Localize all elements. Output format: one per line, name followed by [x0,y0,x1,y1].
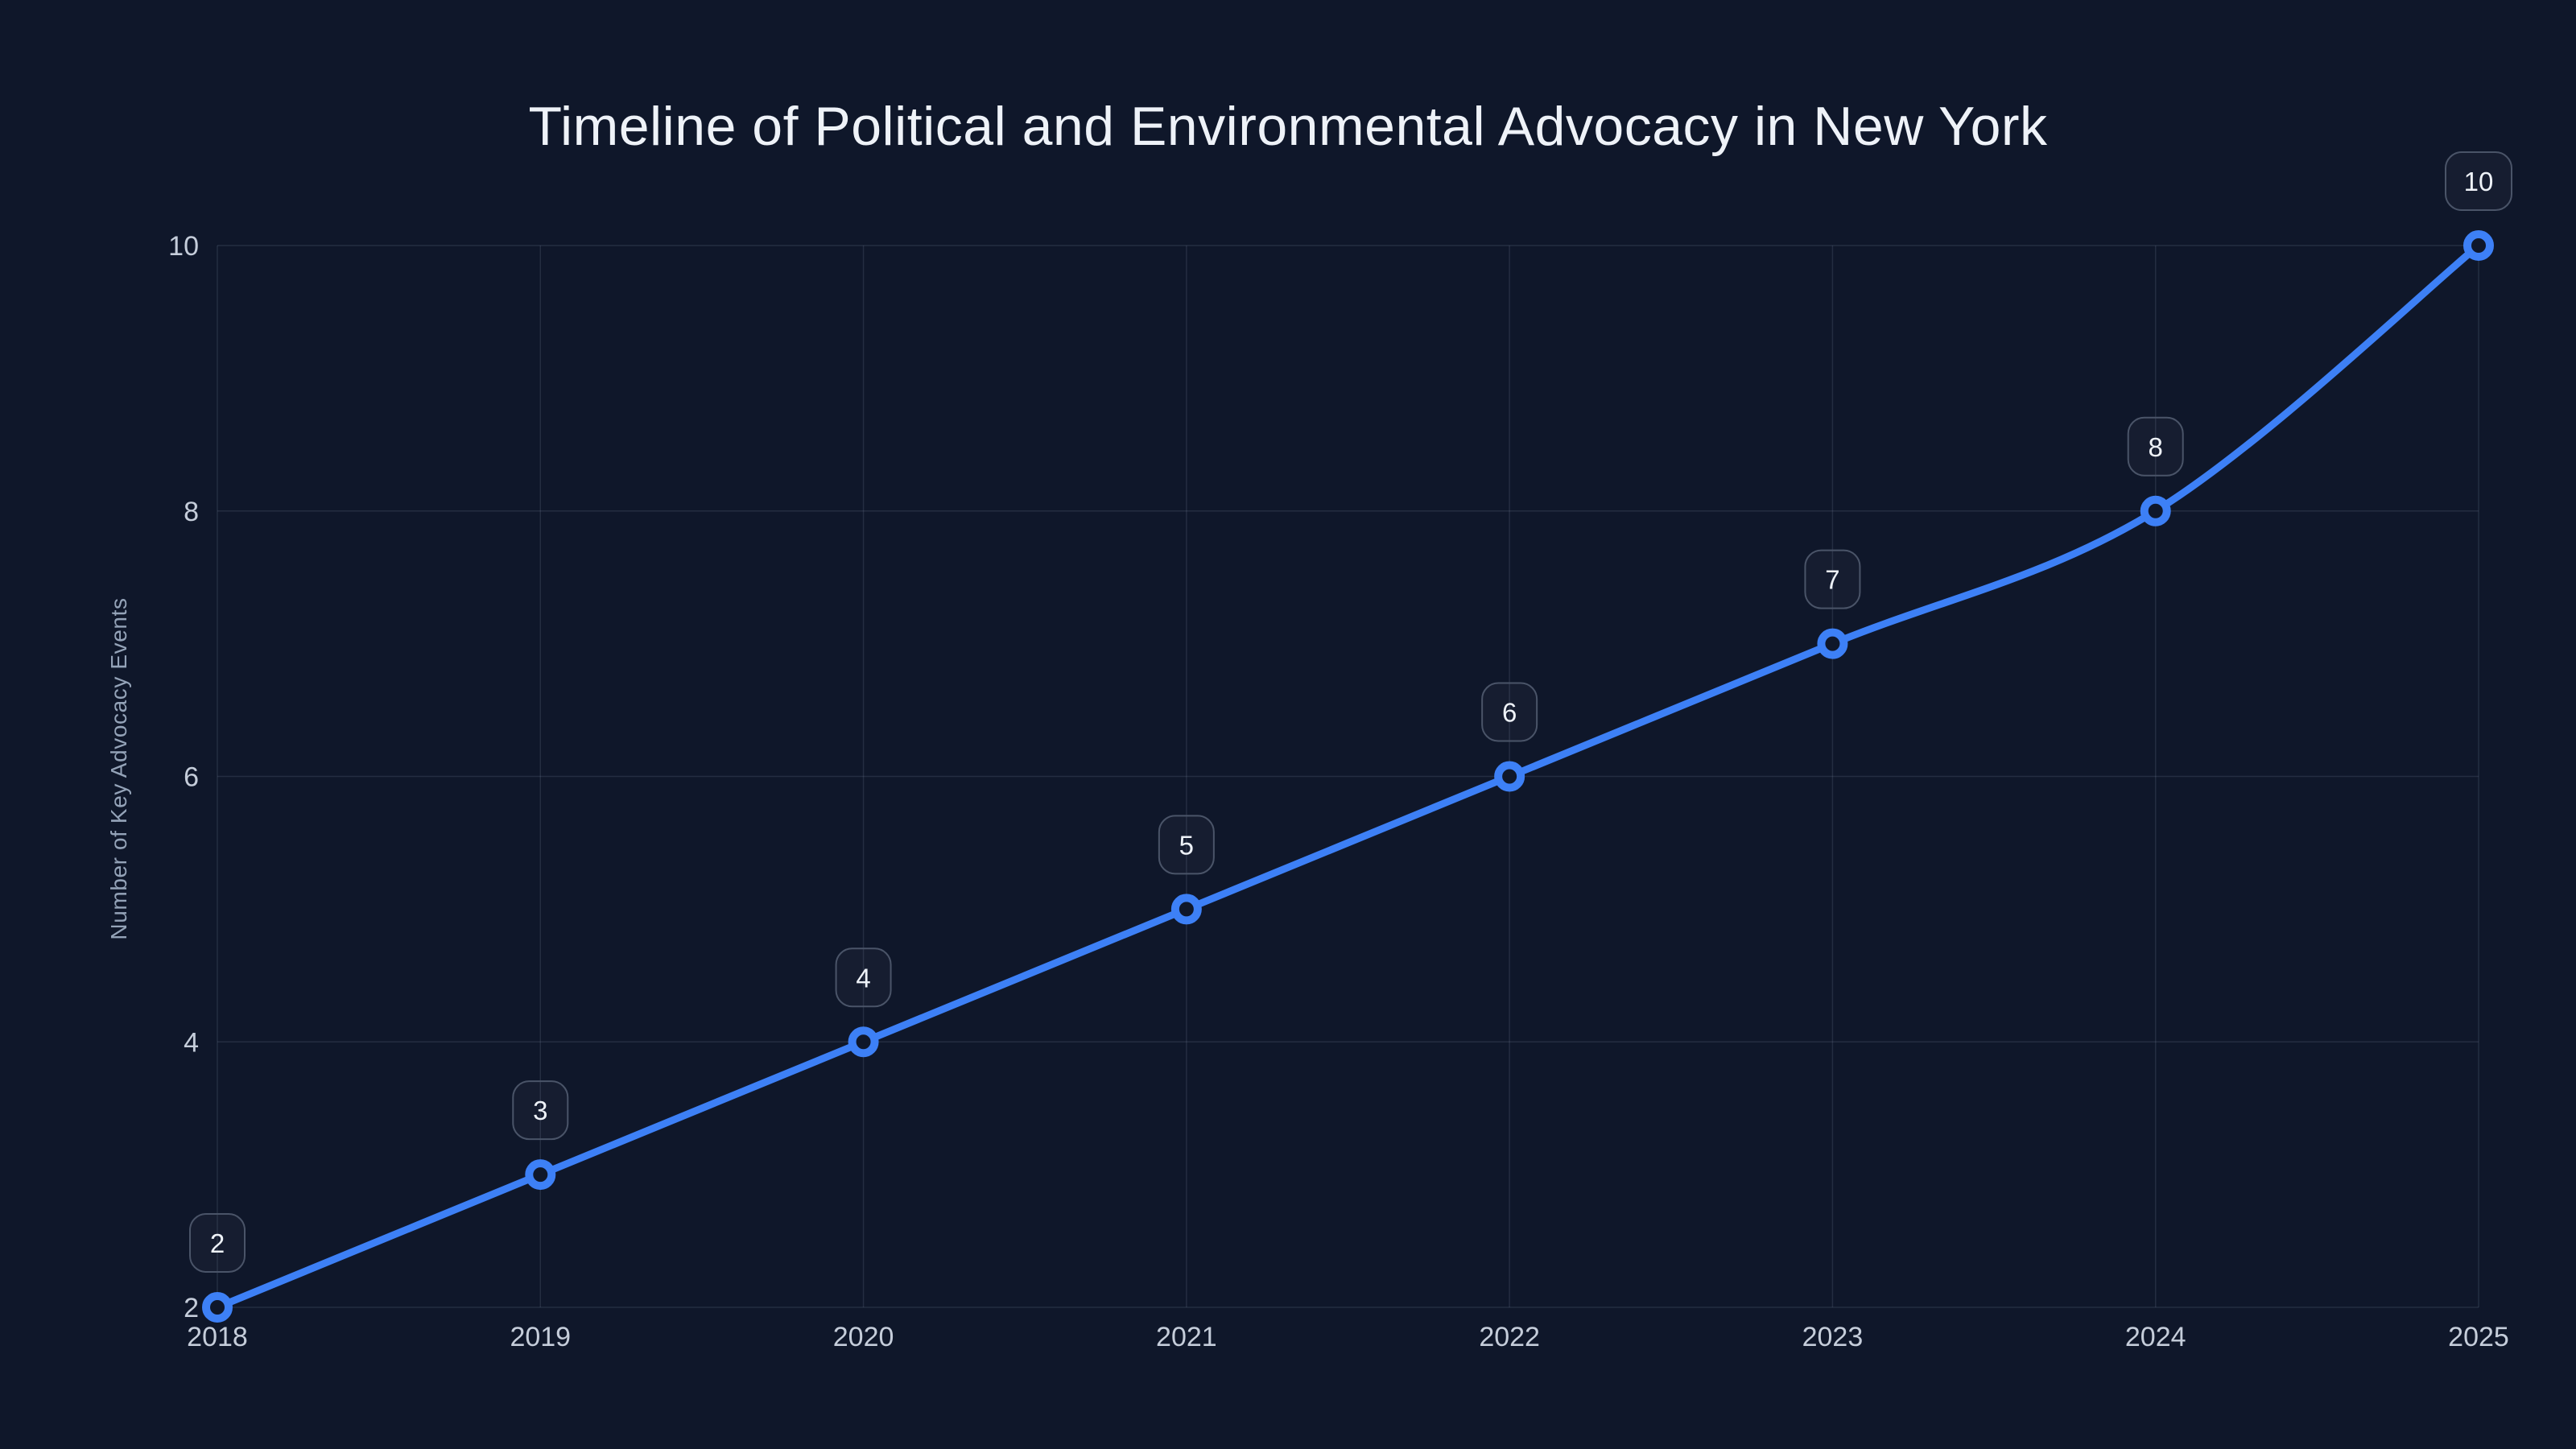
data-point-marker[interactable] [1817,628,1848,659]
y-tick-label: 10 [168,231,199,262]
y-tick-label: 4 [184,1027,199,1058]
point-label-badge [1158,815,1215,875]
point-label-text: 5 [1179,830,1194,860]
data-point-marker[interactable] [1170,894,1202,925]
data-point-marker[interactable] [525,1159,556,1191]
data-point-marker[interactable] [1494,761,1525,792]
x-tick-label: 2018 [187,1322,248,1352]
point-label-text: 6 [1502,698,1517,728]
chart-title: Timeline of Political and Environmental … [528,96,2048,157]
point-label-badge [835,947,892,1008]
x-tick-label: 2023 [1802,1322,1864,1352]
x-tick-label: 2020 [833,1322,894,1352]
x-tick-label: 2025 [2448,1322,2509,1352]
series-line [213,242,2483,1311]
x-tick-label: 2021 [1156,1322,1217,1352]
point-label-badge [1481,682,1538,742]
x-tick-label: 2024 [2125,1322,2186,1352]
y-tick-label: 8 [184,497,199,527]
data-point-marker[interactable] [202,1292,233,1323]
point-label-badge [189,1213,246,1273]
data-point-marker[interactable] [2463,230,2494,261]
x-tick-label: 2019 [510,1322,571,1352]
point-label-text: 4 [856,963,870,993]
point-label-text: 10 [2464,167,2494,196]
point-label-badge [1804,549,1861,609]
y-tick-label: 6 [184,762,199,793]
point-label-text: 2 [210,1228,225,1258]
data-point-marker[interactable] [848,1026,879,1058]
point-label-badge [2127,416,2184,477]
x-tick-label: 2022 [1479,1322,1540,1352]
point-label-text: 7 [1825,565,1839,595]
point-label-text: 3 [533,1096,547,1125]
point-label-badge [2445,151,2512,211]
point-label-badge [512,1080,569,1141]
point-label-text: 8 [2149,432,2163,462]
data-point-marker[interactable] [2140,495,2171,526]
y-tick-label: 2 [184,1293,199,1323]
